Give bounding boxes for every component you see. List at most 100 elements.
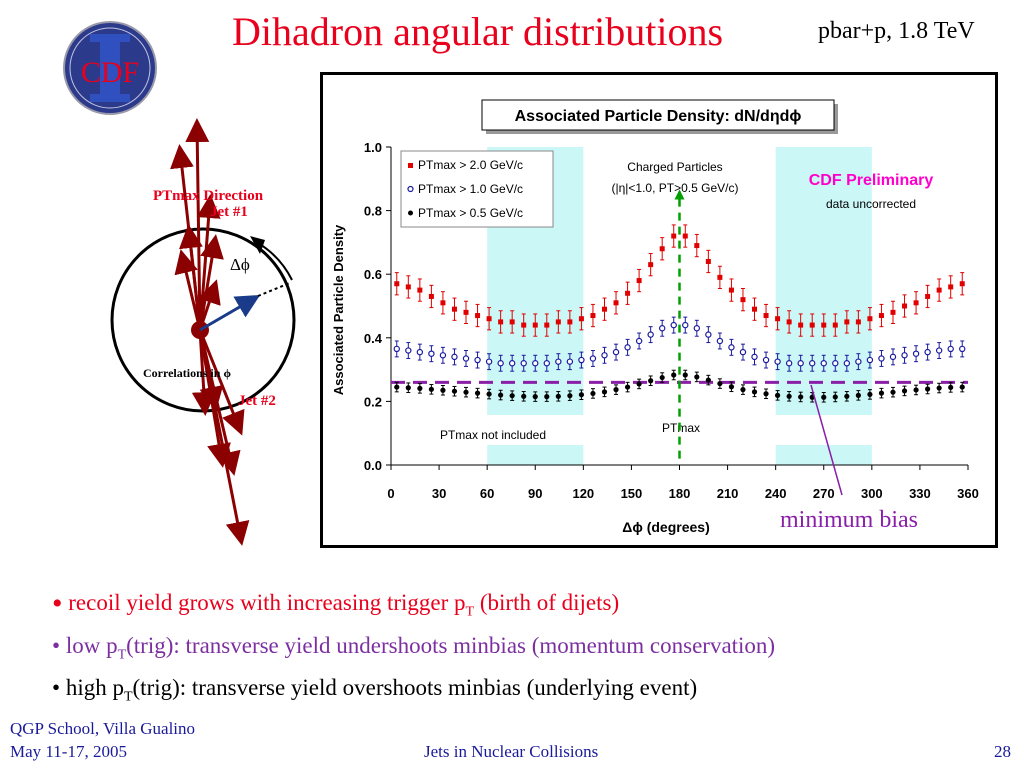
x-axis-label: Δϕ (degrees) (622, 519, 709, 535)
data-point (578, 356, 585, 364)
bullet-3-sub: T (123, 689, 133, 705)
delta-phi-label: Δϕ (230, 255, 250, 274)
bullet-3-text: high p (65, 675, 124, 701)
data-point (405, 385, 411, 391)
data-point (544, 322, 550, 328)
data-point (947, 345, 954, 353)
shaded-region-low-1 (775, 445, 872, 465)
legend-marker-square (408, 163, 413, 168)
data-point (658, 325, 666, 332)
data-point (636, 381, 642, 387)
data-point (416, 348, 424, 356)
data-point (555, 319, 561, 325)
data-point (728, 344, 735, 351)
data-point (394, 281, 400, 287)
data-point (682, 233, 688, 239)
data-point (728, 287, 734, 293)
data-point (428, 350, 435, 357)
jet2-label: Jet #2 (238, 393, 276, 409)
data-point (832, 360, 839, 367)
data-point (405, 284, 411, 290)
data-point (405, 347, 412, 354)
data-point (740, 387, 746, 393)
ptmax-label: PTmax (662, 421, 700, 435)
data-point (844, 393, 850, 399)
data-point (636, 278, 642, 284)
data-point (590, 313, 596, 319)
data-point (693, 325, 701, 332)
data-point (497, 360, 504, 367)
data-point (532, 360, 539, 367)
data-point (474, 390, 481, 396)
data-point (521, 322, 527, 328)
data-point (509, 393, 515, 399)
slide-subtitle: pbar+p, 1.8 TeV (818, 18, 975, 44)
x-tick-label: 360 (957, 486, 979, 501)
data-point (532, 394, 538, 400)
data-point (543, 360, 550, 367)
data-point (902, 303, 908, 309)
chart: Associated Particle Density: dN/dηdϕ PTm… (331, 99, 979, 535)
bullet-3-tail: (trig): transverse yield overshoots minb… (132, 675, 698, 701)
bullet-2-tail: (trig): transverse yield undershoots min… (126, 632, 776, 658)
data-point (798, 322, 804, 328)
bullet-list: • recoil yield grows with increasing tri… (52, 586, 992, 714)
data-point (878, 355, 885, 362)
data-point (648, 262, 654, 268)
x-tick-label: 180 (669, 486, 691, 501)
data-point (520, 360, 527, 367)
data-point (417, 385, 423, 391)
data-point (785, 360, 793, 367)
data-point (935, 347, 943, 354)
data-point (775, 316, 781, 322)
data-point (728, 384, 735, 390)
data-point (913, 387, 919, 393)
data-point (820, 360, 827, 367)
ptmax-arrowhead (674, 189, 685, 200)
data-point (786, 393, 792, 399)
cdf-logo-text: CDF (81, 56, 139, 89)
data-point (566, 358, 574, 365)
data-point (624, 384, 631, 390)
data-point (959, 345, 966, 353)
x-tick-label: 60 (480, 486, 494, 501)
data-point (912, 350, 920, 357)
data-point (555, 393, 561, 399)
data-point (463, 309, 469, 315)
data-point (612, 348, 620, 356)
y-tick-label: 0.6 (364, 267, 382, 282)
chart-frame: Associated Particle Density: dN/dηdϕ PTm… (320, 72, 998, 548)
data-point (901, 388, 908, 394)
data-point (948, 284, 954, 290)
data-point (786, 319, 792, 325)
data-point (890, 309, 896, 315)
data-point (740, 297, 746, 303)
data-point (890, 389, 896, 395)
footer-date: May 11-17, 2005 (10, 742, 127, 761)
data-point (462, 355, 470, 362)
data-point (440, 300, 446, 306)
data-point (613, 387, 619, 393)
ptmax-not-included-label: PTmax not included (440, 428, 546, 442)
data-point (855, 358, 862, 365)
data-point (705, 331, 712, 338)
data-series (391, 189, 968, 496)
ptmax-direction-label: PTmax Direction (153, 188, 264, 204)
data-point (508, 360, 516, 367)
data-point (936, 385, 942, 391)
y-tick-label: 0.8 (364, 204, 382, 219)
data-point (498, 319, 504, 325)
data-point (475, 313, 481, 319)
data-point (428, 293, 434, 299)
delta-phi-arrowhead (250, 236, 265, 254)
data-point (555, 358, 562, 365)
data-point (832, 322, 838, 328)
jet-diagram: CDF PTmax Direction Jet #1 Δϕ Correlatio… (63, 21, 296, 546)
chart-title-box: Associated Particle Density: dN/dηdϕ (481, 99, 838, 134)
legend: PTmax > 2.0 GeV/c PTmax > 1.0 GeV/c PTma… (400, 150, 554, 228)
data-uncorrected-label: data uncorrected (826, 197, 916, 211)
data-point (717, 274, 723, 280)
data-point (578, 316, 584, 322)
data-point (751, 353, 758, 361)
legend-label-1gev: PTmax > 1.0 GeV/c (418, 182, 523, 196)
